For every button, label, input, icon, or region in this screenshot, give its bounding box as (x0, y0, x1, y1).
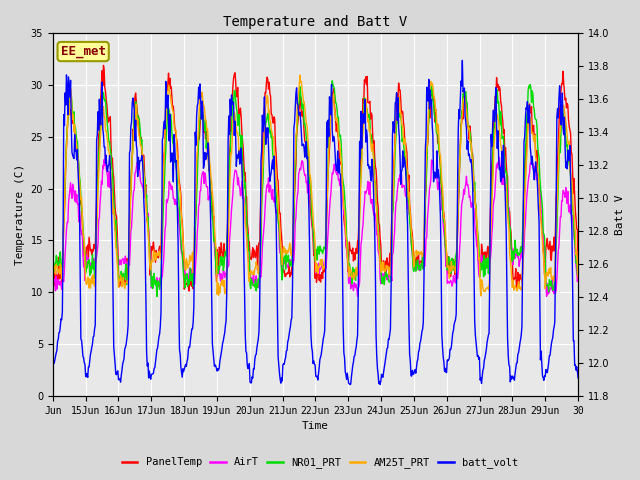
Y-axis label: Batt V: Batt V (615, 194, 625, 235)
Title: Temperature and Batt V: Temperature and Batt V (223, 15, 408, 29)
Text: EE_met: EE_met (61, 45, 106, 58)
Legend: PanelTemp, AirT, NR01_PRT, AM25T_PRT, batt_volt: PanelTemp, AirT, NR01_PRT, AM25T_PRT, ba… (117, 453, 523, 472)
X-axis label: Time: Time (302, 421, 329, 432)
Y-axis label: Temperature (C): Temperature (C) (15, 164, 25, 265)
